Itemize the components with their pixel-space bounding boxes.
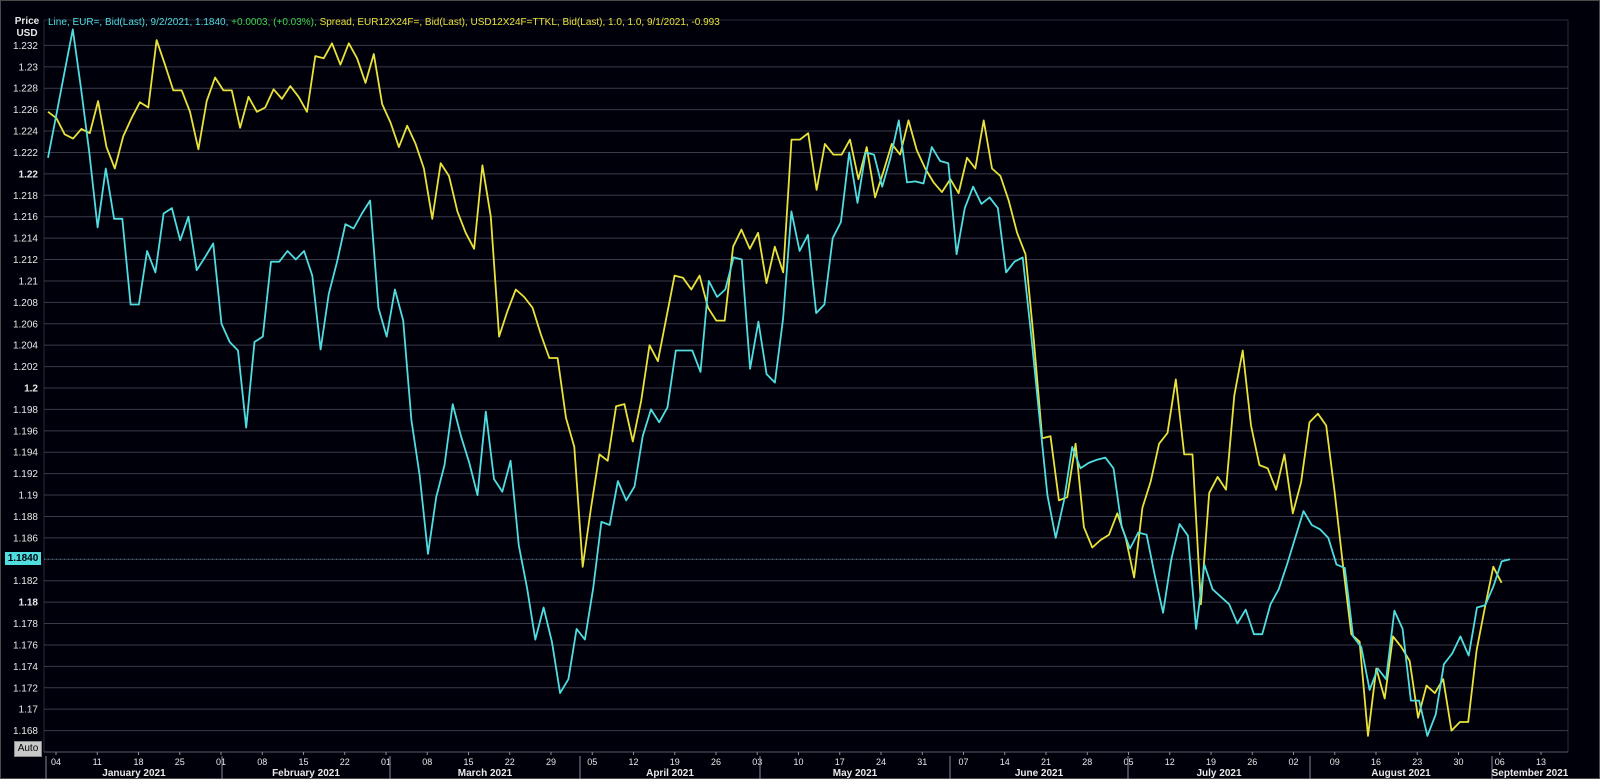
y-tick-label: 1.232 <box>13 41 38 52</box>
x-tick-label: 24 <box>876 757 886 767</box>
x-tick-label: 14 <box>1000 757 1010 767</box>
x-tick-label: 28 <box>1082 757 1092 767</box>
x-tick-label: 21 <box>1041 757 1051 767</box>
y-tick-label: 1.224 <box>13 127 38 138</box>
y-tick-label: 1.2 <box>24 384 38 395</box>
y-tick-label: 1.208 <box>13 298 38 309</box>
y-tick-label: 1.194 <box>13 448 38 459</box>
y-tick-label: 1.228 <box>13 84 38 95</box>
x-tick-label: 19 <box>1206 757 1216 767</box>
x-tick-label: 23 <box>1412 757 1422 767</box>
y-tick-label: 1.188 <box>13 512 38 523</box>
x-tick-label: 25 <box>175 757 185 767</box>
x-tick-label: 15 <box>298 757 308 767</box>
y-tick-label: 1.19 <box>19 491 39 502</box>
price-axis-label-line1: Price <box>14 16 40 27</box>
y-tick-label: 1.186 <box>13 533 38 544</box>
y-tick-label: 1.204 <box>13 341 38 352</box>
legend-series1-text[interactable]: Line, EUR=, Bid(Last), 9/2/2021, 1.1840, <box>48 17 229 28</box>
y-tick-label: 1.218 <box>13 191 38 202</box>
x-month-label: February 2021 <box>272 768 340 779</box>
last-value-marker: 1.1840 <box>5 552 41 566</box>
y-tick-label: 1.21 <box>19 276 39 287</box>
x-tick-label: 19 <box>670 757 680 767</box>
auto-scale-button[interactable]: Auto <box>14 741 42 757</box>
x-month-label: May 2021 <box>833 768 878 779</box>
series-line-eur[interactable] <box>47 28 1511 737</box>
x-tick-label: 17 <box>835 757 845 767</box>
x-tick-label: 07 <box>958 757 968 767</box>
x-tick-label: 10 <box>793 757 803 767</box>
x-tick-label: 08 <box>422 757 432 767</box>
x-tick-label: 22 <box>340 757 350 767</box>
x-tick-label: 05 <box>587 757 597 767</box>
x-tick-label: 11 <box>93 757 102 767</box>
y-tick-label: 1.198 <box>13 405 38 416</box>
x-tick-label: 18 <box>133 757 143 767</box>
y-tick-label: 1.178 <box>13 619 38 630</box>
x-month-label: January 2021 <box>102 768 166 779</box>
y-tick-label: 1.226 <box>13 105 38 116</box>
x-month-label: June 2021 <box>1015 768 1064 779</box>
y-tick-label: 1.168 <box>13 726 38 737</box>
y-tick-label: 1.23 <box>19 62 39 73</box>
x-tick-label: 02 <box>1288 757 1298 767</box>
y-tick-label: 1.202 <box>13 362 38 373</box>
x-tick-label: 06 <box>1495 757 1505 767</box>
x-month-label: September 2021 <box>1492 768 1569 779</box>
x-tick-label: 01 <box>381 757 391 767</box>
x-tick-label: 03 <box>752 757 762 767</box>
x-tick-label: 31 <box>917 757 927 767</box>
y-tick-label: 1.17 <box>19 705 39 716</box>
y-tick-label: 1.196 <box>13 426 38 437</box>
y-tick-label: 1.206 <box>13 319 38 330</box>
y-tick-label: 1.212 <box>13 255 38 266</box>
x-month-label: July 2021 <box>1196 768 1241 779</box>
x-month-label: March 2021 <box>458 768 513 779</box>
x-tick-label: 26 <box>1247 757 1257 767</box>
x-tick-label: 26 <box>711 757 721 767</box>
x-tick-label: 16 <box>1371 757 1381 767</box>
y-tick-label: 1.18 <box>19 598 39 609</box>
legend-series2-text[interactable]: Spread, EUR12X24F=, Bid(Last), USD12X24F… <box>319 17 720 28</box>
x-tick-label: 29 <box>546 757 556 767</box>
x-tick-label: 12 <box>628 757 638 767</box>
x-tick-label: 04 <box>51 757 61 767</box>
price-axis-label: Price USD <box>14 16 40 40</box>
x-month-label: April 2021 <box>646 768 694 779</box>
x-tick-label: 13 <box>1536 757 1546 767</box>
y-tick-label: 1.222 <box>13 148 38 159</box>
chart-legend: Line, EUR=, Bid(Last), 9/2/2021, 1.1840,… <box>48 17 720 28</box>
x-tick-label: 22 <box>505 757 515 767</box>
y-tick-label: 1.22 <box>19 169 39 180</box>
x-tick-label: 30 <box>1453 757 1463 767</box>
y-tick-label: 1.182 <box>13 576 38 587</box>
x-tick-label: 12 <box>1165 757 1175 767</box>
y-tick-label: 1.192 <box>13 469 38 480</box>
x-month-label: August 2021 <box>1371 768 1431 779</box>
y-tick-label: 1.214 <box>13 234 38 245</box>
y-tick-label: 1.172 <box>13 683 38 694</box>
x-tick-label: 15 <box>463 757 473 767</box>
y-tick-label: 1.174 <box>13 662 38 673</box>
x-tick-label: 09 <box>1330 757 1340 767</box>
x-tick-label: 01 <box>216 757 226 767</box>
series-line-spread[interactable] <box>47 39 1503 737</box>
y-tick-label: 1.176 <box>13 640 38 651</box>
y-tick-label: 1.216 <box>13 212 38 223</box>
price-axis-label-line2: USD <box>16 28 38 39</box>
plot-area <box>43 19 1569 753</box>
x-tick-label: 08 <box>257 757 267 767</box>
legend-series1-change: +0.0003, (+0.03%), <box>231 17 317 28</box>
